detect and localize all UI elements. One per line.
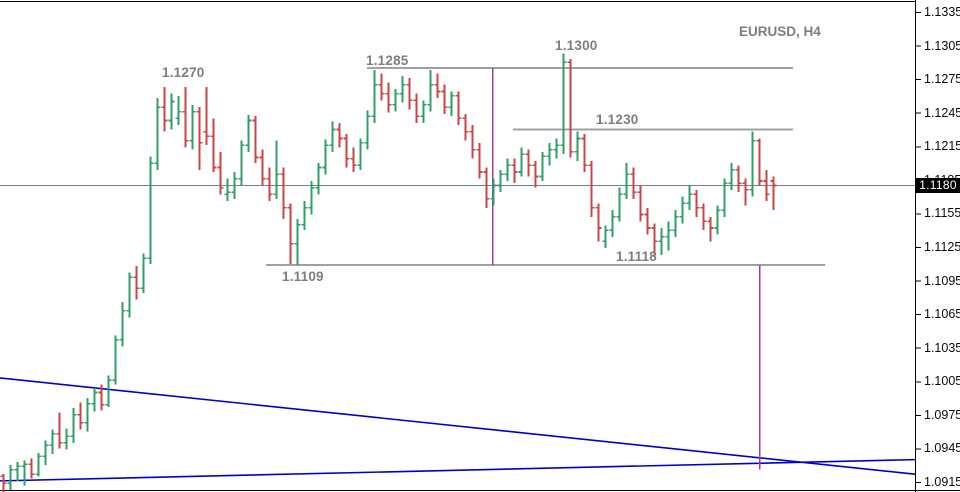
symbol-timeframe-label: EURUSD, H4 bbox=[739, 24, 821, 39]
axis-tick-label-1.1035: 1.1035 bbox=[924, 340, 960, 355]
price-annotation-label-1.1230: 1.1230 bbox=[596, 112, 639, 127]
trendline-2[interactable] bbox=[0, 458, 916, 482]
price-annotation-label-1.1300: 1.1300 bbox=[555, 38, 598, 53]
axis-tick-label-1.1065: 1.1065 bbox=[924, 307, 960, 322]
axis-tick-label-1.1125: 1.1125 bbox=[924, 240, 960, 254]
axis-tick-label-1.1245: 1.1245 bbox=[924, 105, 960, 120]
axis-tick-label-1.1275: 1.1275 bbox=[924, 72, 960, 87]
axis-tick-label-1.1335: 1.1335 bbox=[924, 5, 960, 19]
current-price-badge: 1.1180 bbox=[916, 178, 960, 193]
axis-tick-label-1.0945: 1.0945 bbox=[924, 441, 960, 456]
ohlc-bars bbox=[0, 53, 777, 492]
axis-tick-label-1.1005: 1.1005 bbox=[924, 374, 960, 389]
price-annotation-label-1.1285: 1.1285 bbox=[366, 53, 409, 68]
axis-tick-label-1.1095: 1.1095 bbox=[924, 273, 960, 288]
axis-tick-label-1.1215: 1.1215 bbox=[924, 139, 960, 154]
axis-tick-label-1.1305: 1.1305 bbox=[924, 38, 960, 53]
price-annotation-label-1.1109: 1.1109 bbox=[282, 269, 324, 284]
axis-tick-label-1.0915: 1.0915 bbox=[924, 475, 960, 489]
trendline-1[interactable] bbox=[0, 377, 916, 475]
axis-tick-label-1.1155: 1.1155 bbox=[924, 206, 960, 221]
price-annotation-label-1.1270: 1.1270 bbox=[162, 65, 205, 80]
price-annotation-label-1.1118: 1.1118 bbox=[616, 249, 658, 264]
axis-tick-label-1.0975: 1.0975 bbox=[924, 407, 960, 422]
